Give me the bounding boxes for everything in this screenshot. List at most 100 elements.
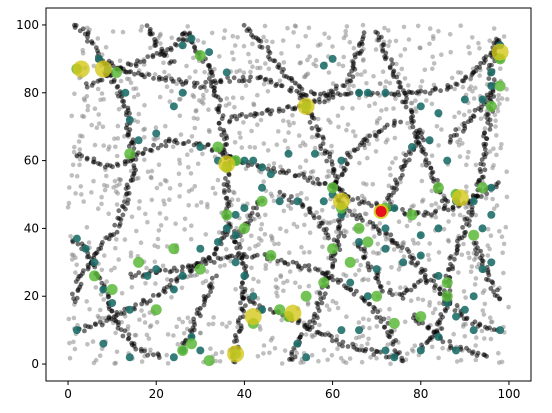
background-point [115, 191, 120, 196]
background-point [233, 287, 238, 292]
background-point [382, 85, 388, 90]
network-point [337, 219, 342, 225]
background-point [143, 281, 148, 286]
network-point [276, 108, 282, 114]
background-point [347, 356, 353, 361]
background-point [468, 269, 474, 275]
background-point [160, 263, 166, 269]
teal-node [125, 115, 134, 124]
background-point [487, 38, 493, 43]
network-point [402, 90, 408, 96]
network-point [484, 92, 490, 98]
background-point [85, 107, 90, 113]
background-point [467, 50, 472, 56]
background-point [429, 202, 434, 208]
teal-node [72, 326, 81, 335]
green-node [256, 195, 268, 207]
network-point [331, 237, 337, 243]
network-point [269, 108, 275, 114]
background-point [264, 38, 269, 44]
background-point [274, 290, 279, 296]
green-node [111, 66, 123, 78]
network-point [392, 348, 398, 353]
background-point [77, 162, 82, 168]
network-point [329, 273, 334, 279]
network-point [115, 312, 120, 317]
network-point [125, 132, 130, 138]
background-point [477, 46, 482, 51]
background-point [488, 319, 494, 325]
background-point [472, 282, 478, 287]
network-point [417, 127, 422, 133]
network-point [418, 269, 424, 275]
teal-node [293, 197, 302, 206]
background-point [454, 359, 460, 364]
network-point [246, 78, 252, 84]
network-point [232, 339, 237, 344]
network-point [453, 127, 459, 133]
green-node [441, 277, 453, 289]
teal-node [249, 292, 258, 301]
background-point [461, 322, 467, 327]
network-point [482, 167, 488, 173]
network-point [341, 165, 347, 171]
network-point [321, 136, 326, 142]
background-point [447, 32, 453, 37]
background-point [485, 243, 491, 248]
network-point [142, 348, 147, 354]
background-point [402, 47, 408, 52]
background-point [250, 41, 255, 47]
background-point [144, 332, 150, 338]
network-point [287, 357, 292, 362]
axes-frame [45, 7, 532, 382]
network-point [369, 347, 375, 352]
background-point [330, 298, 336, 304]
background-point [247, 59, 253, 65]
background-point [501, 241, 507, 247]
background-point [176, 171, 182, 177]
background-point [497, 101, 502, 107]
teal-node [240, 156, 249, 165]
network-point [237, 328, 243, 334]
background-point [152, 72, 158, 77]
background-point [320, 244, 325, 250]
background-point [375, 241, 381, 247]
network-point [239, 111, 245, 117]
network-point [399, 245, 405, 251]
background-point [386, 183, 392, 189]
background-point [71, 315, 77, 321]
background-point [65, 204, 71, 210]
network-point [391, 68, 397, 74]
network-point [424, 340, 430, 346]
network-point [344, 150, 350, 156]
network-point [122, 159, 128, 164]
network-point [205, 293, 211, 298]
background-point [107, 144, 112, 149]
yellow-node [72, 60, 90, 78]
background-point [353, 335, 359, 341]
background-point [96, 121, 102, 126]
network-point [448, 345, 453, 351]
teal-node [478, 265, 487, 274]
background-point [461, 112, 467, 118]
background-point [270, 39, 275, 45]
background-point [72, 346, 78, 352]
network-point [377, 231, 382, 237]
background-point [436, 28, 441, 34]
network-point [484, 191, 490, 197]
background-point [457, 154, 463, 159]
background-point [282, 138, 288, 143]
network-point [75, 288, 81, 294]
network-point [474, 251, 479, 257]
background-point [415, 296, 421, 302]
network-point [151, 76, 156, 81]
background-point [189, 148, 194, 153]
red-nodes [373, 203, 389, 219]
network-point [395, 243, 401, 249]
background-point [456, 142, 462, 148]
background-point [164, 352, 169, 358]
background-point [128, 250, 134, 255]
background-point [174, 81, 179, 87]
network-point [311, 116, 317, 121]
background-point [112, 178, 118, 184]
